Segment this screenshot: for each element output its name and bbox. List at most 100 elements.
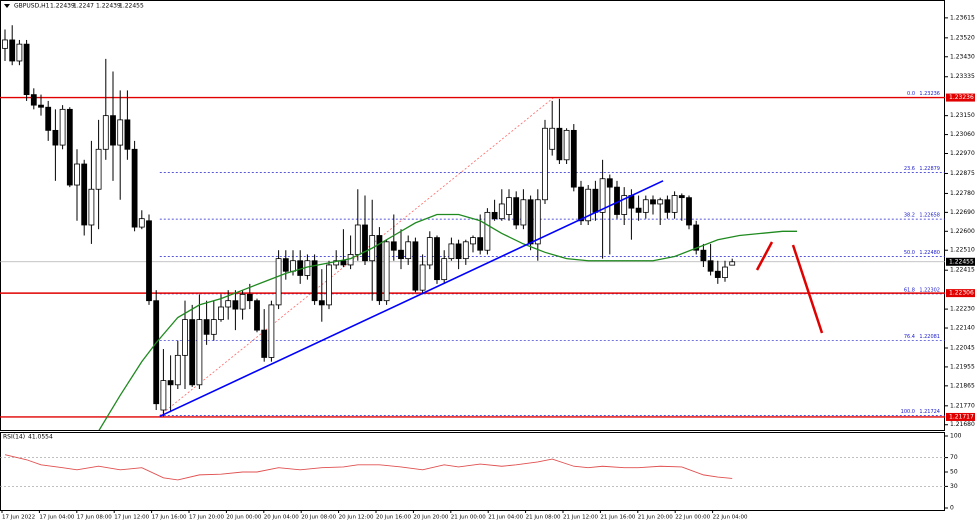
candle-body [146, 220, 152, 302]
candle-body [621, 195, 628, 215]
fib-price: 1.22302 [919, 287, 940, 293]
header-high: 1.2247 [73, 3, 94, 10]
y-tick-label: 1.22510 [950, 247, 975, 254]
candle-body [261, 329, 268, 358]
time-label: 20 Jun 16:00 [376, 515, 411, 521]
candle-body [657, 199, 664, 205]
candle-body [498, 203, 505, 220]
y-tick-label: 1.21955 [950, 363, 975, 370]
candle-body [707, 260, 714, 272]
level-label: 1.21717 [949, 413, 974, 420]
y-tick-label: 1.23430 [950, 53, 975, 60]
candle-body [189, 319, 196, 386]
level-label-box [946, 289, 975, 298]
candle-body [599, 178, 606, 213]
candle-body [506, 197, 512, 215]
arrow-down [791, 244, 824, 334]
fib-ratio: 23.6 [904, 166, 915, 172]
candle-body [570, 129, 577, 188]
candle-body [686, 197, 692, 226]
candle-body [254, 300, 260, 331]
candle-body [182, 319, 188, 356]
candle-body [333, 260, 340, 266]
main-plot: 1.23236 0.0 1.22879 23.6 1.22658 38.2 1.22480 5… [0, 25, 945, 430]
candle-body [563, 129, 570, 161]
candle-body [542, 127, 548, 201]
candle-body [52, 129, 59, 146]
candle-body [455, 243, 462, 260]
candle-body [484, 211, 491, 251]
y-tick-label: 1.23615 [950, 14, 975, 21]
candle-body [426, 237, 433, 266]
candle-body [30, 94, 37, 106]
time-label: 21 Jun 08:00 [526, 515, 561, 521]
candle-body [160, 380, 167, 411]
fib-price: 1.22480 [919, 250, 940, 256]
candle-body [383, 241, 390, 302]
y-tick-label: 1.22140 [950, 325, 975, 332]
candle-body [117, 119, 124, 146]
candle-body [326, 264, 332, 306]
fib-ratio: 100.0 [901, 409, 915, 415]
time-label: 21 Jun 16:00 [600, 515, 635, 521]
candle-body [671, 195, 678, 213]
candle-body [448, 243, 455, 260]
time-label: 21 Jun 00:00 [451, 515, 486, 521]
candle-body [66, 108, 73, 186]
candle-body [650, 199, 656, 205]
candle-body [275, 258, 282, 306]
time-label: 20 Jun 04:00 [264, 515, 299, 521]
header-close: 1.22455 [119, 3, 144, 10]
candle-body [520, 199, 527, 226]
time-label: 17 Jun 16:00 [152, 515, 187, 521]
candle-body [196, 319, 203, 386]
candle-body [268, 304, 275, 358]
candle-body [606, 178, 613, 188]
candle-body [398, 249, 404, 260]
y-tick-label: 1.22875 [950, 170, 975, 177]
candle-body [131, 148, 138, 228]
fib-price: 1.22879 [919, 166, 940, 172]
candle-body [239, 293, 246, 310]
fib-price: 1.23236 [919, 91, 940, 97]
time-label: 17 Jun 08:00 [77, 515, 112, 521]
y-tick-label: 1.21865 [950, 382, 975, 389]
rsi-tick-label: 100 [950, 433, 962, 440]
rsi-tick-label: 50 [950, 469, 958, 476]
candle-body [340, 260, 347, 266]
rsi-tick-label: 30 [950, 483, 958, 490]
y-tick-label: 1.22230 [950, 306, 975, 313]
candle-body [729, 261, 736, 266]
candle-body [534, 199, 541, 245]
candle-body [9, 39, 16, 62]
candle-body [318, 300, 325, 306]
moving-average [98, 213, 797, 430]
header-low: 1.22439 [96, 3, 121, 10]
trendline [159, 180, 664, 418]
candle-body [362, 224, 368, 262]
candle-body [95, 148, 102, 190]
candle-body [23, 43, 30, 96]
rsi-value: 41.0554 [28, 434, 53, 441]
candle-body [59, 108, 66, 146]
rsi-tick-label: 0 [950, 505, 954, 512]
candle-body [81, 163, 88, 226]
current-price-box [946, 257, 975, 266]
y-tick-label: 1.22690 [950, 209, 975, 216]
fib-ratio: 0.0 [907, 91, 915, 97]
candle-body [102, 115, 109, 150]
candle-body [282, 258, 289, 272]
time-label: 17 Jun 04:00 [39, 515, 74, 521]
candle-body [722, 266, 728, 278]
candle-body [527, 199, 534, 245]
annotations [4, 4, 824, 334]
level-label-box [946, 93, 975, 102]
candle-body [347, 254, 354, 266]
rsi-plot [0, 454, 945, 487]
candle-body [556, 127, 563, 161]
arrow-up [755, 241, 774, 271]
candle-body [549, 127, 556, 150]
candle-body [74, 163, 80, 186]
header-open: 1.22439 [50, 3, 75, 10]
